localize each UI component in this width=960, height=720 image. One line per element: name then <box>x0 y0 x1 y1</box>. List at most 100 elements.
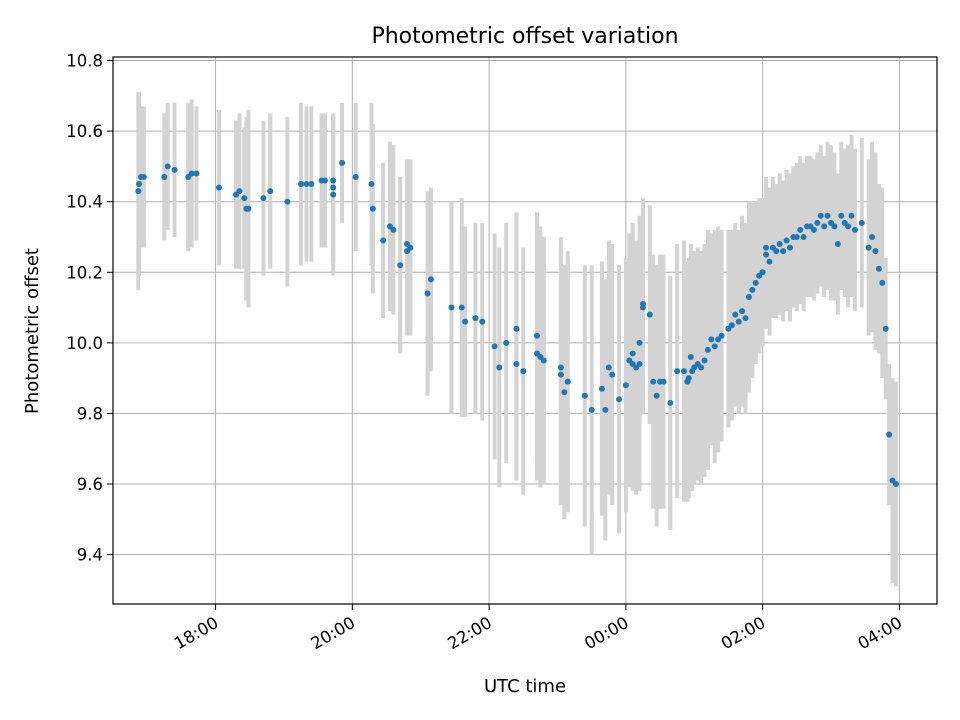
data-point <box>352 173 359 180</box>
data-point <box>564 378 571 385</box>
data-point <box>831 223 838 230</box>
data-point <box>236 188 243 195</box>
data-point <box>845 223 852 230</box>
data-point <box>330 191 337 198</box>
data-point <box>424 290 431 297</box>
data-point <box>140 173 147 180</box>
data-point <box>260 195 267 202</box>
data-point <box>869 233 876 240</box>
data-point <box>814 219 821 226</box>
data-point <box>298 181 305 188</box>
data-point <box>557 371 564 378</box>
data-point <box>303 181 310 188</box>
data-point <box>780 248 787 255</box>
data-point <box>776 241 783 248</box>
data-point <box>739 308 746 315</box>
data-point <box>513 325 520 332</box>
data-point <box>882 325 889 332</box>
data-point <box>533 332 540 339</box>
data-point <box>622 382 629 389</box>
data-point <box>749 286 756 293</box>
data-point <box>479 318 486 325</box>
data-point <box>704 346 711 353</box>
data-point <box>588 406 595 413</box>
data-point <box>171 166 178 173</box>
data-point <box>639 304 646 311</box>
data-point <box>380 237 387 244</box>
y-tick-label: 9.8 <box>77 404 103 423</box>
data-point <box>646 311 653 318</box>
data-point <box>491 343 498 350</box>
data-point <box>674 368 681 375</box>
data-point <box>824 212 831 219</box>
data-point <box>680 368 687 375</box>
data-point <box>629 350 636 357</box>
data-point <box>763 251 770 258</box>
data-point <box>650 378 657 385</box>
data-point <box>858 219 865 226</box>
data-point <box>616 396 623 403</box>
data-point <box>821 223 828 230</box>
data-point <box>609 371 616 378</box>
data-point <box>581 392 588 399</box>
data-point <box>161 173 168 180</box>
data-point <box>708 336 715 343</box>
data-point <box>241 195 248 202</box>
data-point <box>561 389 568 396</box>
data-point <box>390 226 397 233</box>
data-point <box>797 226 804 233</box>
data-point <box>330 177 337 184</box>
data-point <box>602 406 609 413</box>
data-point <box>448 304 455 311</box>
data-point <box>886 431 893 438</box>
data-point <box>215 184 222 191</box>
data-point <box>848 212 855 219</box>
chart-title: Photometric offset variation <box>371 24 678 49</box>
data-point <box>164 163 171 170</box>
data-point <box>817 212 824 219</box>
data-point <box>245 205 252 212</box>
data-point <box>653 392 660 399</box>
data-point <box>135 181 142 188</box>
data-point <box>834 241 841 248</box>
data-point <box>872 248 879 255</box>
data-point <box>810 226 817 233</box>
data-point <box>701 357 708 364</box>
data-point <box>513 361 520 368</box>
data-point <box>605 364 612 371</box>
data-point <box>321 177 328 184</box>
data-point <box>330 184 337 191</box>
data-point <box>503 339 510 346</box>
data-point <box>660 378 667 385</box>
data-point <box>458 304 465 311</box>
data-point <box>369 205 376 212</box>
y-tick-label: 10.6 <box>66 122 103 141</box>
y-tick-label: 10.8 <box>66 52 103 71</box>
data-point <box>188 170 195 177</box>
y-axis-ticks: 9.4 9.6 9.8 10.0 10.2 10.4 10.6 10.8 <box>66 52 113 565</box>
data-point <box>766 258 773 265</box>
data-point <box>698 364 705 371</box>
y-tick-label: 10.2 <box>66 263 103 282</box>
data-point <box>783 237 790 244</box>
data-point <box>308 181 315 188</box>
data-point <box>786 244 793 251</box>
y-tick-label: 10.0 <box>66 334 103 353</box>
data-point <box>636 361 643 368</box>
data-point <box>557 364 564 371</box>
data-point <box>745 293 752 300</box>
data-point <box>368 181 375 188</box>
data-point <box>865 244 872 251</box>
data-point <box>135 188 142 195</box>
data-point <box>735 318 742 325</box>
data-point <box>752 279 759 286</box>
y-tick-label: 9.4 <box>77 546 103 565</box>
data-point <box>472 315 479 322</box>
data-point <box>496 364 503 371</box>
y-axis-label: Photometric offset <box>22 248 43 414</box>
plot-frame <box>112 56 938 605</box>
data-point <box>193 170 200 177</box>
data-point <box>687 353 694 360</box>
data-point <box>667 399 674 406</box>
